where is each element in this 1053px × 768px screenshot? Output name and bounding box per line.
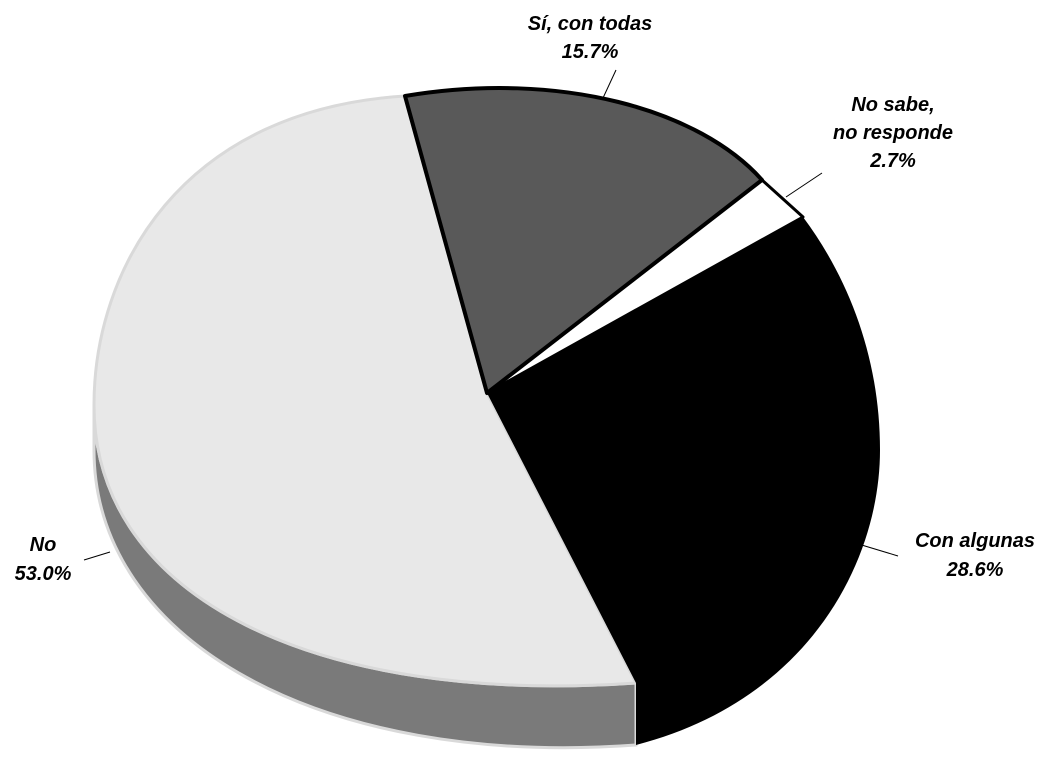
- label-con-name: Con algunas: [915, 530, 1035, 552]
- leader-line-con: [854, 542, 899, 557]
- label-nsnr-name-2: no responde: [833, 122, 953, 144]
- pie-slice-si-con-todas: [403, 86, 764, 395]
- label-no-name: No: [30, 534, 57, 556]
- label-con-value: 28.6%: [946, 559, 1004, 581]
- label-si-name: Sí, con todas: [528, 13, 652, 35]
- label-nsnr-value: 2.7%: [869, 150, 916, 172]
- pie-slice-no: [92, 94, 639, 688]
- leader-line-si: [602, 69, 617, 99]
- label-si-value: 15.7%: [562, 41, 619, 63]
- pie-slice-con-algunas: [487, 217, 880, 745]
- label-nsnr-name-1: No sabe,: [851, 94, 934, 116]
- leader-line-nsnr: [785, 172, 823, 198]
- label-no-value: 53.0%: [15, 563, 72, 585]
- leader-line-no: [83, 551, 111, 561]
